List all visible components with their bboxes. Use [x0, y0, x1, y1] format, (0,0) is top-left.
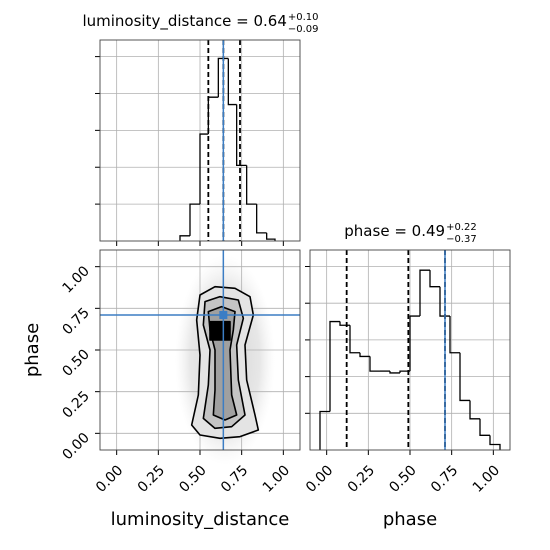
hist-bin [246, 165, 257, 205]
x-tick-label: 0.25 [345, 462, 378, 495]
y-tick-label: 0.25 [59, 388, 92, 421]
panel-title: luminosity_distance = 0.64 [82, 12, 286, 31]
hist-bin [227, 58, 237, 106]
hist-bin [489, 435, 501, 450]
hist-bin [409, 315, 420, 372]
x-axis-label: luminosity_distance [111, 509, 290, 530]
hist-bin [439, 286, 450, 317]
hist-bin [179, 235, 190, 241]
hist-bin [349, 325, 360, 354]
x-tick-label: 1.00 [260, 462, 293, 495]
hist-bin [479, 418, 490, 436]
y-tick-label: 0.75 [59, 305, 92, 338]
hist-bin [369, 356, 380, 372]
x-tick-label: 0.25 [135, 462, 168, 495]
title-lower: −0.09 [288, 24, 319, 35]
y-axis-label: phase [22, 323, 43, 377]
hist-bin [256, 204, 267, 234]
hist-bin [217, 57, 229, 98]
hist-bin [319, 410, 330, 450]
title-lower: −0.37 [446, 234, 477, 245]
panel-frame [99, 39, 301, 242]
hist-bin [399, 370, 410, 373]
panel-frame [309, 249, 511, 451]
hist-bin [207, 96, 219, 135]
hist-bin [429, 270, 440, 288]
panel-frame [99, 249, 301, 451]
hist-bin [266, 232, 276, 241]
panel-title: phase = 0.49 [344, 222, 445, 240]
title-upper: +0.22 [446, 222, 477, 233]
x-tick-label: 0.50 [386, 462, 419, 495]
hist-bin [199, 133, 209, 205]
hist-bin [339, 321, 350, 326]
truth-point [219, 311, 228, 319]
y-tick-label: 0.00 [59, 430, 92, 463]
y-tick-label: 1.00 [59, 263, 92, 296]
x-tick-label: 0.00 [93, 462, 126, 495]
x-tick-label: 0.75 [428, 462, 461, 495]
x-tick-label: 0.00 [303, 462, 336, 495]
x-tick-label: 1.00 [470, 462, 503, 495]
hist-bin [329, 320, 340, 412]
x-tick-label: 0.75 [218, 462, 251, 495]
hist-bin [459, 352, 470, 402]
hist-bin [189, 203, 200, 236]
hist-bin [359, 352, 370, 358]
hist-bin [449, 316, 460, 354]
hist-bin [389, 371, 400, 374]
title-upper: +0.10 [288, 12, 319, 23]
contour [209, 320, 231, 341]
y-tick-label: 0.50 [59, 347, 92, 380]
hist-bin [236, 104, 247, 167]
x-axis-label: phase [383, 509, 437, 530]
hist-bin [419, 269, 430, 317]
x-tick-label: 0.50 [176, 462, 209, 495]
hist-bin [469, 400, 480, 420]
